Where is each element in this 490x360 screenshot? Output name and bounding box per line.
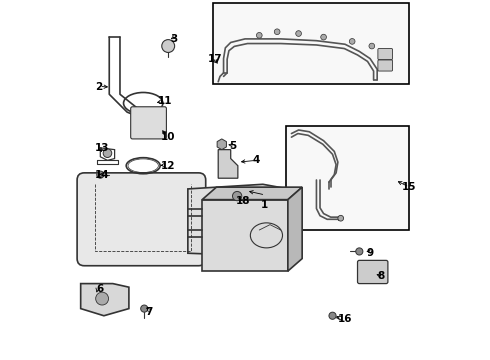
Text: 6: 6 <box>97 284 104 294</box>
FancyBboxPatch shape <box>358 260 388 284</box>
Circle shape <box>162 40 174 53</box>
Circle shape <box>96 292 109 305</box>
Circle shape <box>274 29 280 35</box>
Text: 1: 1 <box>261 200 269 210</box>
FancyBboxPatch shape <box>77 173 206 266</box>
Polygon shape <box>218 150 238 178</box>
Text: 16: 16 <box>338 314 352 324</box>
Text: 11: 11 <box>157 96 172 107</box>
Bar <box>286 126 409 230</box>
FancyBboxPatch shape <box>378 60 392 71</box>
Circle shape <box>141 305 148 312</box>
Text: 2: 2 <box>95 82 102 92</box>
Circle shape <box>338 215 343 221</box>
Bar <box>213 3 409 84</box>
Polygon shape <box>202 187 302 200</box>
Text: 3: 3 <box>170 34 177 44</box>
Circle shape <box>232 192 242 201</box>
Circle shape <box>321 34 326 40</box>
Circle shape <box>103 149 112 157</box>
Text: 13: 13 <box>95 143 109 153</box>
Circle shape <box>296 31 301 36</box>
Text: 8: 8 <box>377 271 385 282</box>
FancyBboxPatch shape <box>131 107 167 139</box>
FancyBboxPatch shape <box>378 49 392 60</box>
Text: 18: 18 <box>236 197 250 206</box>
Text: 7: 7 <box>145 307 152 317</box>
Circle shape <box>256 32 262 38</box>
Text: 15: 15 <box>402 182 416 192</box>
Text: 17: 17 <box>207 54 222 64</box>
Text: 5: 5 <box>229 141 236 151</box>
Polygon shape <box>188 184 302 257</box>
Polygon shape <box>288 187 302 271</box>
Circle shape <box>349 39 355 44</box>
Polygon shape <box>202 200 288 271</box>
Circle shape <box>369 43 375 49</box>
Text: 14: 14 <box>95 170 110 180</box>
Polygon shape <box>81 284 129 316</box>
Text: 9: 9 <box>367 248 373 258</box>
Text: 10: 10 <box>161 132 175 142</box>
Text: 4: 4 <box>252 156 260 165</box>
Circle shape <box>329 312 336 319</box>
Text: 12: 12 <box>161 161 175 171</box>
Circle shape <box>356 248 363 255</box>
Circle shape <box>97 171 104 178</box>
